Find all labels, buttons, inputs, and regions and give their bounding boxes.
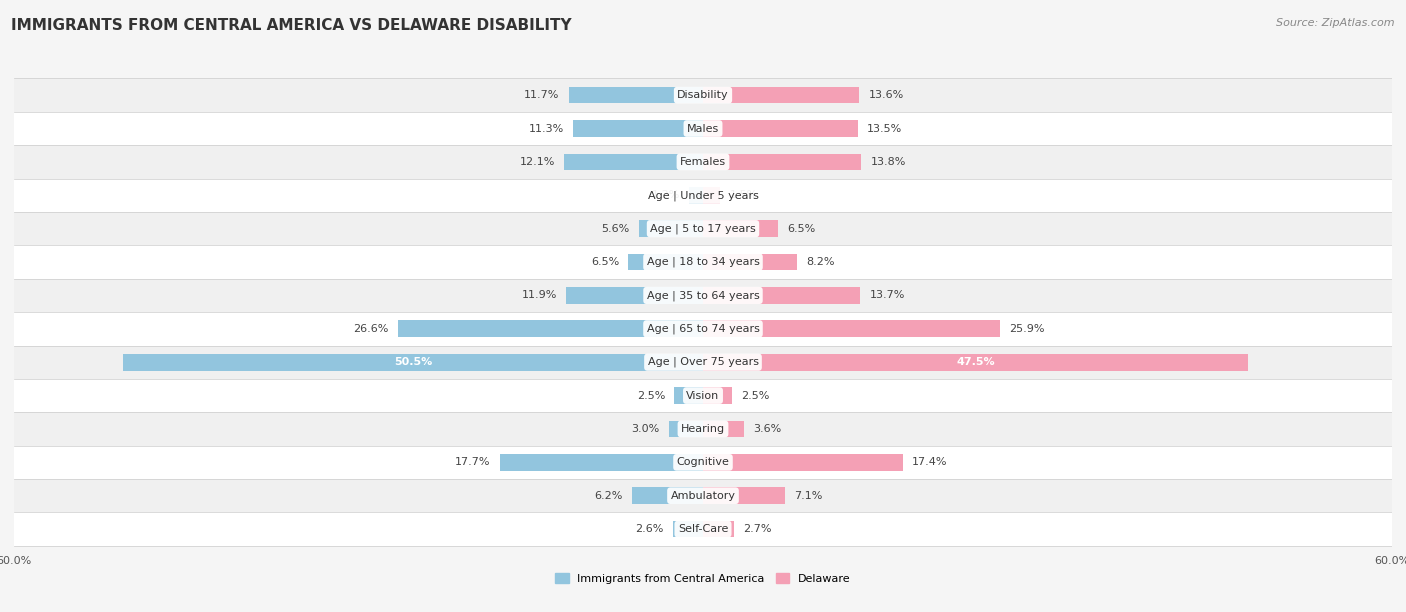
Text: Disability: Disability <box>678 90 728 100</box>
Text: Age | 35 to 64 years: Age | 35 to 64 years <box>647 290 759 300</box>
Text: 2.5%: 2.5% <box>637 390 665 401</box>
Text: Age | 65 to 74 years: Age | 65 to 74 years <box>647 324 759 334</box>
Bar <box>673 521 703 537</box>
Text: 8.2%: 8.2% <box>807 257 835 267</box>
Bar <box>703 521 734 537</box>
Bar <box>703 321 1001 337</box>
Text: Age | Under 5 years: Age | Under 5 years <box>648 190 758 201</box>
Bar <box>703 287 860 304</box>
Text: 2.7%: 2.7% <box>744 524 772 534</box>
Text: Age | 18 to 34 years: Age | 18 to 34 years <box>647 257 759 267</box>
Bar <box>703 387 731 404</box>
Text: 6.2%: 6.2% <box>595 491 623 501</box>
Text: 2.5%: 2.5% <box>741 390 769 401</box>
Text: Females: Females <box>681 157 725 167</box>
Text: 25.9%: 25.9% <box>1010 324 1045 334</box>
Bar <box>628 254 703 271</box>
Text: 47.5%: 47.5% <box>956 357 995 367</box>
Text: 13.6%: 13.6% <box>869 90 904 100</box>
Bar <box>14 179 1392 212</box>
Bar <box>14 346 1392 379</box>
Bar <box>14 145 1392 179</box>
Bar <box>124 354 703 370</box>
Bar <box>703 187 720 204</box>
Bar <box>14 446 1392 479</box>
Text: Age | 5 to 17 years: Age | 5 to 17 years <box>650 223 756 234</box>
Text: 1.2%: 1.2% <box>651 190 681 200</box>
Text: Source: ZipAtlas.com: Source: ZipAtlas.com <box>1277 18 1395 28</box>
Bar <box>703 354 1249 370</box>
Bar <box>703 220 778 237</box>
Text: 17.7%: 17.7% <box>456 457 491 468</box>
Bar <box>703 254 797 271</box>
Bar <box>499 454 703 471</box>
Bar <box>14 479 1392 512</box>
Text: Self-Care: Self-Care <box>678 524 728 534</box>
Bar <box>689 187 703 204</box>
Bar <box>631 487 703 504</box>
Text: 7.1%: 7.1% <box>794 491 823 501</box>
Bar <box>703 154 862 170</box>
Text: 2.6%: 2.6% <box>636 524 664 534</box>
Text: 12.1%: 12.1% <box>519 157 555 167</box>
Text: 13.5%: 13.5% <box>868 124 903 133</box>
Bar <box>14 245 1392 278</box>
Text: 6.5%: 6.5% <box>591 257 619 267</box>
Bar <box>638 220 703 237</box>
Bar <box>574 120 703 137</box>
Text: 3.6%: 3.6% <box>754 424 782 434</box>
Bar <box>14 379 1392 412</box>
Bar <box>398 321 703 337</box>
Bar <box>14 312 1392 346</box>
Text: 3.0%: 3.0% <box>631 424 659 434</box>
Text: Cognitive: Cognitive <box>676 457 730 468</box>
Text: 11.9%: 11.9% <box>522 291 557 300</box>
Bar <box>703 120 858 137</box>
Bar <box>669 420 703 438</box>
Bar <box>703 87 859 103</box>
Text: 50.5%: 50.5% <box>394 357 432 367</box>
Bar <box>564 154 703 170</box>
Bar <box>703 487 785 504</box>
Text: Vision: Vision <box>686 390 720 401</box>
Bar <box>14 212 1392 245</box>
Text: Ambulatory: Ambulatory <box>671 491 735 501</box>
Text: Hearing: Hearing <box>681 424 725 434</box>
Text: 11.7%: 11.7% <box>524 90 560 100</box>
Text: 6.5%: 6.5% <box>787 223 815 234</box>
Bar <box>567 287 703 304</box>
Text: Age | Over 75 years: Age | Over 75 years <box>648 357 758 367</box>
Bar <box>14 512 1392 546</box>
Text: IMMIGRANTS FROM CENTRAL AMERICA VS DELAWARE DISABILITY: IMMIGRANTS FROM CENTRAL AMERICA VS DELAW… <box>11 18 572 34</box>
Bar <box>14 278 1392 312</box>
Bar <box>14 112 1392 145</box>
Legend: Immigrants from Central America, Delaware: Immigrants from Central America, Delawar… <box>551 569 855 588</box>
Bar <box>703 454 903 471</box>
Bar <box>14 412 1392 446</box>
Bar <box>568 87 703 103</box>
Text: 26.6%: 26.6% <box>353 324 388 334</box>
Text: 1.5%: 1.5% <box>730 190 758 200</box>
Bar <box>675 387 703 404</box>
Bar <box>14 78 1392 112</box>
Text: 13.8%: 13.8% <box>870 157 905 167</box>
Text: 13.7%: 13.7% <box>869 291 905 300</box>
Text: 17.4%: 17.4% <box>912 457 948 468</box>
Bar <box>703 420 744 438</box>
Text: 5.6%: 5.6% <box>602 223 630 234</box>
Text: 11.3%: 11.3% <box>529 124 564 133</box>
Text: Males: Males <box>688 124 718 133</box>
